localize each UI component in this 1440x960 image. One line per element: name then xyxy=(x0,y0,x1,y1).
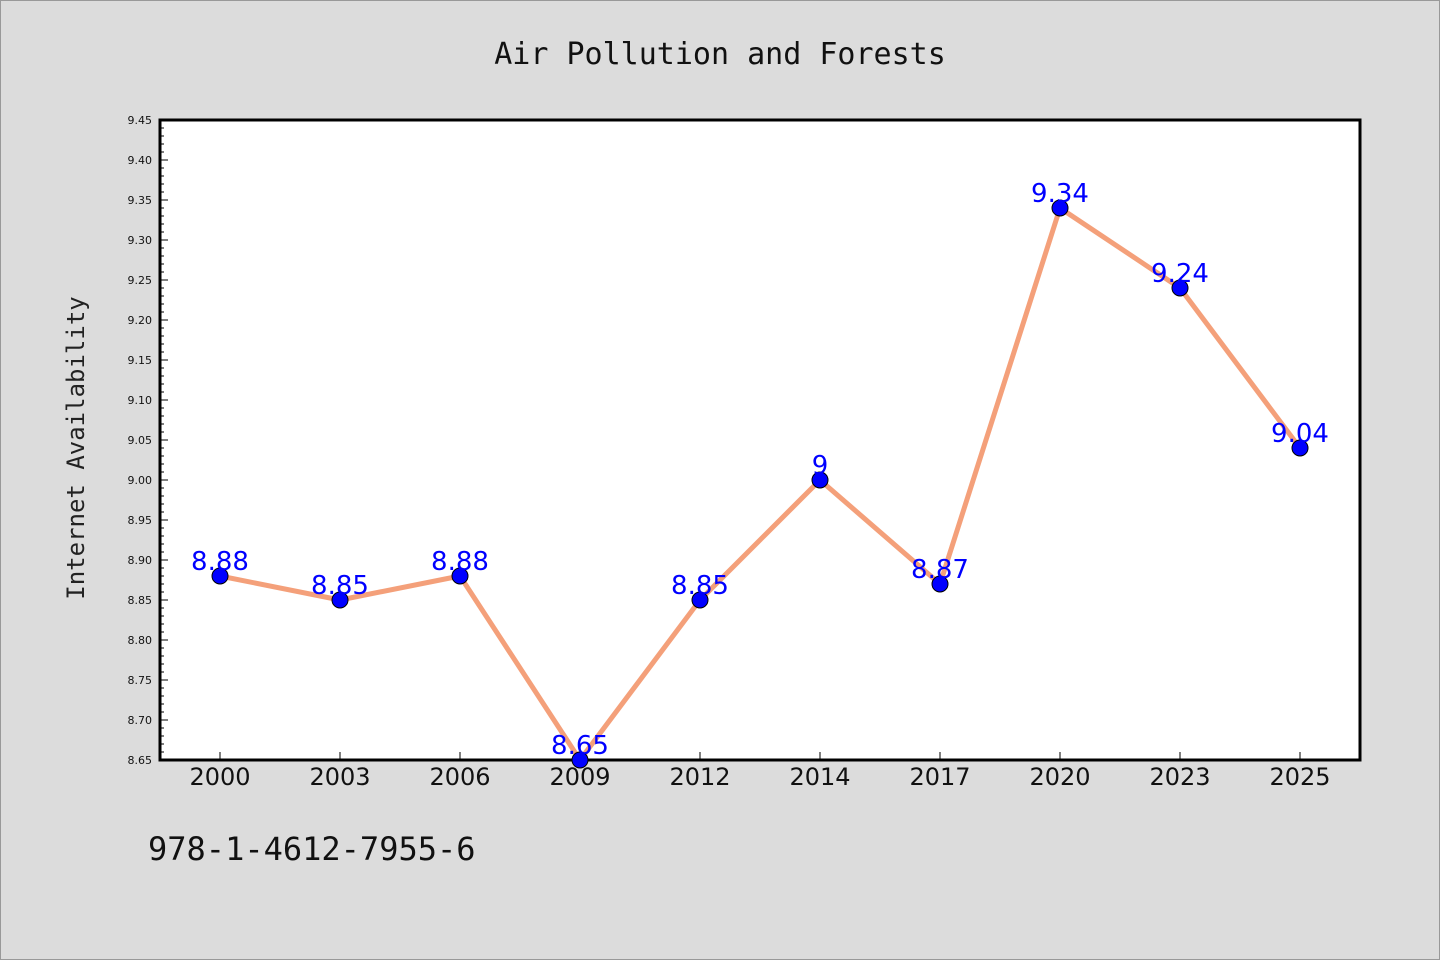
chart-title: Air Pollution and Forests xyxy=(494,37,946,72)
data-point xyxy=(571,751,589,769)
data-point xyxy=(811,471,829,489)
data-point xyxy=(1291,439,1309,457)
y-tick-label: 8.95 xyxy=(128,514,153,527)
data-label: 8.87 xyxy=(911,555,969,585)
data-label: 9.04 xyxy=(1271,419,1329,449)
y-tick-label: 8.85 xyxy=(128,594,153,607)
data-point xyxy=(1051,199,1069,217)
x-tick-label: 2017 xyxy=(909,763,970,791)
y-tick-label: 9.25 xyxy=(128,274,153,287)
x-axis: 2000 2003 2006 2009 2012 2014 2017 2020 2023 2025 xyxy=(189,752,1331,791)
data-label: 9.24 xyxy=(1151,259,1209,289)
y-tick-label: 8.80 xyxy=(128,634,153,647)
data-point xyxy=(451,567,469,585)
x-tick-label: 2000 xyxy=(189,763,250,791)
data-point xyxy=(331,591,349,609)
data-label: 8.88 xyxy=(191,547,249,577)
y-axis-label: Internet Availability xyxy=(62,296,90,599)
x-tick-label: 2006 xyxy=(429,763,490,791)
data-label: 8.65 xyxy=(551,731,609,761)
x-tick-label: 2020 xyxy=(1029,763,1090,791)
data-point xyxy=(931,575,949,593)
series-line xyxy=(217,205,1303,763)
isbn-text: 978-1-4612-7955-6 xyxy=(148,830,476,868)
data-label: 9.34 xyxy=(1031,179,1089,209)
y-tick-label: 8.90 xyxy=(128,554,153,567)
y-tick-label: 9.20 xyxy=(128,314,153,327)
x-tick-label: 2014 xyxy=(789,763,850,791)
y-tick-label: 9.40 xyxy=(128,154,153,167)
data-point xyxy=(1171,279,1189,297)
y-tick-label: 9.35 xyxy=(128,194,153,207)
data-point xyxy=(211,567,229,585)
y-tick-label: 9.15 xyxy=(128,354,153,367)
data-label: 9 xyxy=(812,451,829,481)
y-tick-label: 8.75 xyxy=(128,674,153,687)
y-tick-label: 9.00 xyxy=(128,474,153,487)
x-tick-label: 2003 xyxy=(309,763,370,791)
data-point xyxy=(691,591,709,609)
y-tick-label: 8.65 xyxy=(128,754,153,767)
y-tick-label: 9.10 xyxy=(128,394,153,407)
x-tick-label: 2012 xyxy=(669,763,730,791)
data-label: 8.85 xyxy=(311,571,369,601)
y-tick-label: 8.70 xyxy=(128,714,153,727)
plot-area xyxy=(158,118,1362,762)
series-group: 8.88 8.85 8.88 8.65 8.85 9 8.87 9.34 9.24 9.04 xyxy=(191,179,1329,769)
y-tick-label: 9.45 xyxy=(128,114,153,127)
y-axis: 8.65 8.70 8.75 8.80 8.85 8.90 8.95 9.00 9.05 9.10… xyxy=(128,114,168,767)
y-tick-label: 9.30 xyxy=(128,234,153,247)
data-label: 8.85 xyxy=(671,571,729,601)
y-tick-label: 9.05 xyxy=(128,434,153,447)
x-tick-label: 2025 xyxy=(1269,763,1330,791)
data-label: 8.88 xyxy=(431,547,489,577)
x-tick-label: 2023 xyxy=(1149,763,1210,791)
